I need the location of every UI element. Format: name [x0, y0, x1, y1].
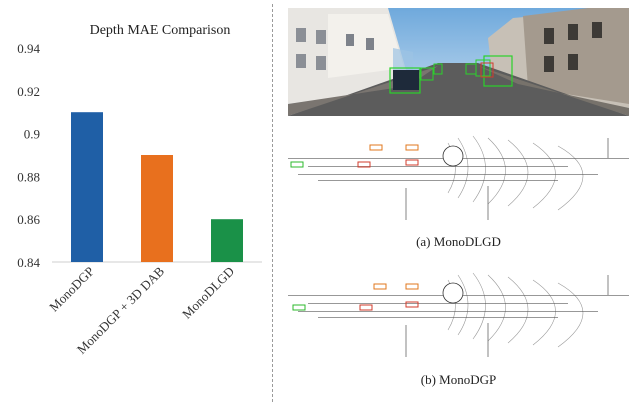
y-tick-label-3: 0.9 [24, 127, 40, 142]
dashed-divider [272, 4, 273, 402]
bar-2 [211, 219, 243, 262]
caption-monodgp: (b) MonoDGP [420, 372, 497, 387]
y-tick-label-1: 0.86 [17, 212, 40, 227]
x-tick-label-0: MonoDGP [46, 264, 97, 315]
x-tick-label-2: MonoDLGD [179, 264, 237, 322]
y-tick-label-4: 0.92 [17, 84, 40, 99]
y-tick-label-5: 0.94 [17, 41, 40, 56]
street-scene-image [288, 8, 629, 116]
y-tick-label-2: 0.88 [17, 169, 40, 184]
bev-pointcloud-monodlgd [288, 135, 629, 220]
bar-0 [71, 112, 103, 262]
bev-pointcloud-monodgp [288, 272, 629, 357]
y-tick-label-0: 0.84 [17, 255, 40, 270]
bar-1 [141, 155, 173, 262]
chart-title: Depth MAE Comparison [90, 23, 231, 38]
depth-mae-bar-chart: Depth MAE Comparison 0.84 0.86 0.88 0.9 0.92 0… [17, 23, 262, 357]
caption-monodlgd: (a) MonoDLGD [416, 234, 501, 249]
